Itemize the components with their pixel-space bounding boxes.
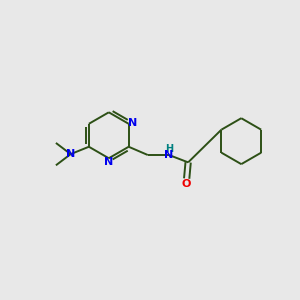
Text: N: N	[104, 157, 113, 167]
Text: N: N	[164, 150, 173, 160]
Text: H: H	[165, 144, 173, 154]
Text: N: N	[128, 118, 137, 128]
Text: O: O	[182, 178, 191, 189]
Text: N: N	[66, 149, 75, 159]
